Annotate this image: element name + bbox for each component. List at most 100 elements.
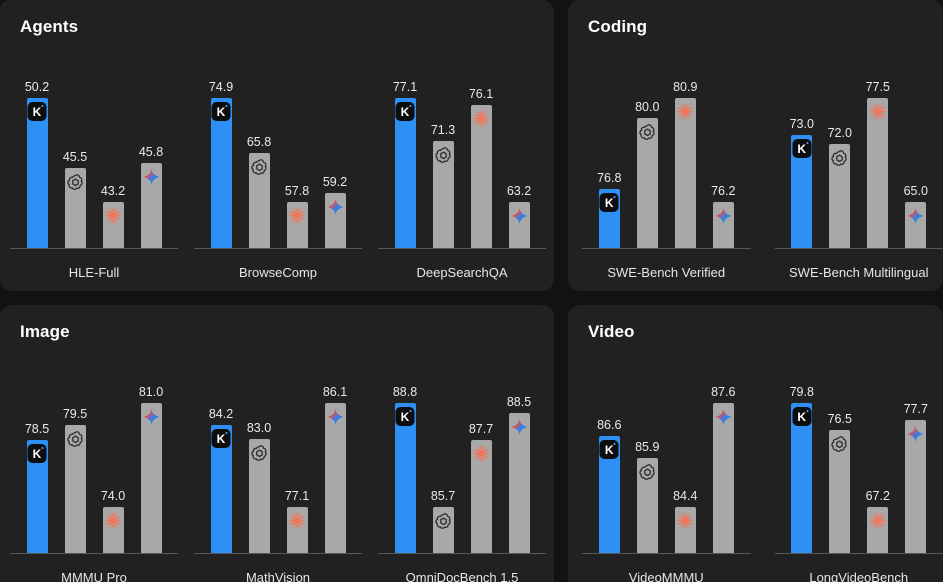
bar-claude[interactable] bbox=[102, 202, 124, 248]
bar-item[interactable]: 77.1 bbox=[285, 489, 309, 553]
bar-openai[interactable] bbox=[64, 168, 86, 248]
bar-claude[interactable] bbox=[867, 507, 889, 553]
bar-value-label: 45.5 bbox=[62, 149, 88, 164]
bar-openai[interactable] bbox=[248, 153, 270, 248]
benchmark-group-list: 76.8 K 80.0 80.9 76.2 SWE-Bench Verified 73.0 K… bbox=[568, 48, 943, 279]
bar-item[interactable]: 87.7 bbox=[469, 422, 493, 553]
benchmark-group: 86.6 K 85.9 84.4 87.6 VideoMMMU bbox=[582, 353, 751, 582]
bar-item[interactable]: 85.7 bbox=[431, 489, 455, 553]
bar-item[interactable]: 74.0 bbox=[101, 489, 125, 553]
bar-item[interactable]: 76.2 bbox=[711, 184, 735, 248]
bar-openai[interactable] bbox=[636, 118, 658, 248]
bar-item[interactable]: 79.8 K bbox=[790, 385, 814, 553]
openai-icon bbox=[638, 462, 657, 481]
bar-value-label: 84.4 bbox=[673, 488, 698, 503]
benchmark-group: 79.8 K 76.5 67.2 77.7 LongVideoBench bbox=[774, 353, 943, 582]
bar-kimi[interactable]: K bbox=[394, 98, 416, 248]
bar-kimi[interactable]: K bbox=[210, 98, 232, 248]
bar-item[interactable]: 71.3 bbox=[431, 123, 455, 248]
bar-claude[interactable] bbox=[674, 98, 696, 248]
bar-item[interactable]: 76.8 K bbox=[597, 171, 621, 248]
benchmark-group: 73.0 K 72.0 77.5 65.0 SWE-Bench Multilingual bbox=[774, 48, 943, 279]
bar-item[interactable]: 80.0 bbox=[635, 100, 659, 248]
bar-item[interactable]: 72.0 bbox=[828, 126, 852, 248]
bar-item[interactable]: 85.9 bbox=[635, 440, 659, 553]
openai-icon bbox=[830, 434, 849, 453]
bar-kimi[interactable]: K bbox=[791, 135, 813, 248]
bar-openai[interactable] bbox=[248, 439, 270, 553]
bar-openai[interactable] bbox=[829, 430, 851, 553]
bar-item[interactable]: 87.6 bbox=[711, 385, 735, 553]
bar-gemini[interactable] bbox=[324, 403, 346, 553]
bar-item[interactable]: 77.7 bbox=[904, 402, 928, 553]
benchmark-group: 78.5 K 79.5 74.0 81.0 MMMU Pro bbox=[10, 353, 178, 582]
bar-item[interactable]: 86.6 K bbox=[597, 418, 621, 553]
bar-gemini[interactable] bbox=[508, 413, 530, 553]
bar-item[interactable]: 77.1 K bbox=[393, 80, 417, 248]
bar-item[interactable]: 83.0 bbox=[247, 421, 271, 553]
bar-gemini[interactable] bbox=[905, 420, 927, 553]
bar-item[interactable]: 76.1 bbox=[469, 87, 493, 248]
bar-gemini[interactable] bbox=[712, 403, 734, 553]
bar-item[interactable]: 88.8 K bbox=[393, 385, 417, 553]
bar-item[interactable]: 84.2 K bbox=[209, 407, 233, 553]
bar-gemini[interactable] bbox=[140, 403, 162, 553]
bar-kimi[interactable]: K bbox=[210, 425, 232, 553]
bar-item[interactable]: 84.4 bbox=[673, 489, 697, 553]
bar-kimi[interactable]: K bbox=[598, 436, 620, 553]
bar-item[interactable]: 78.5 K bbox=[25, 422, 49, 553]
bar-item[interactable]: 88.5 bbox=[507, 395, 531, 553]
openai-icon bbox=[66, 429, 85, 448]
bar-gemini[interactable] bbox=[712, 202, 734, 248]
bar-item[interactable]: 81.0 bbox=[139, 385, 163, 553]
claude-burst-icon bbox=[288, 511, 307, 530]
bar-openai[interactable] bbox=[829, 144, 851, 248]
benchmark-group-label: VideoMMMU bbox=[628, 570, 704, 582]
bar-item[interactable]: 57.8 bbox=[285, 184, 309, 248]
bar-openai[interactable] bbox=[636, 458, 658, 553]
bar-claude[interactable] bbox=[867, 98, 889, 248]
bar-kimi[interactable]: K bbox=[26, 98, 48, 248]
bar-claude[interactable] bbox=[286, 507, 308, 553]
bar-item[interactable]: 65.0 bbox=[904, 184, 928, 248]
bar-openai[interactable] bbox=[432, 507, 454, 553]
bar-item[interactable]: 86.1 bbox=[323, 385, 347, 553]
openai-icon bbox=[250, 443, 269, 462]
bar-kimi[interactable]: K bbox=[791, 403, 813, 553]
bar-value-label: 43.2 bbox=[100, 183, 126, 198]
bar-gemini[interactable] bbox=[508, 202, 530, 248]
bar-item[interactable]: 67.2 bbox=[866, 489, 890, 553]
bar-item[interactable]: 63.2 bbox=[507, 184, 531, 248]
bar-item[interactable]: 79.5 bbox=[63, 407, 87, 553]
bar-item[interactable]: 43.2 bbox=[101, 184, 125, 248]
bar-value-label: 73.0 bbox=[789, 116, 814, 131]
bar-kimi[interactable]: K bbox=[26, 440, 48, 553]
bar-kimi[interactable]: K bbox=[598, 189, 620, 248]
bar-claude[interactable] bbox=[470, 105, 492, 248]
bar-claude[interactable] bbox=[674, 507, 696, 553]
kimi-k-icon: K bbox=[27, 444, 47, 463]
bar-openai[interactable] bbox=[432, 141, 454, 248]
bar-claude[interactable] bbox=[102, 507, 124, 553]
bar-gemini[interactable] bbox=[905, 202, 927, 248]
bar-value-label: 77.1 bbox=[284, 488, 310, 503]
bar-item[interactable]: 45.8 bbox=[139, 145, 163, 248]
bar-gemini[interactable] bbox=[140, 163, 162, 248]
bar-item[interactable]: 65.8 bbox=[247, 135, 271, 248]
bar-item[interactable]: 59.2 bbox=[323, 175, 347, 248]
bar-item[interactable]: 45.5 bbox=[63, 150, 87, 248]
bar-item[interactable]: 76.5 bbox=[828, 412, 852, 553]
claude-burst-icon bbox=[676, 102, 695, 121]
bar-item[interactable]: 74.9 K bbox=[209, 80, 233, 248]
bar-item[interactable]: 77.5 bbox=[866, 80, 890, 248]
bar-item[interactable]: 50.2 K bbox=[25, 80, 49, 248]
bar-value-label: 83.0 bbox=[246, 420, 272, 435]
bar-claude[interactable] bbox=[286, 202, 308, 248]
bar-item[interactable]: 73.0 K bbox=[790, 117, 814, 248]
bar-openai[interactable] bbox=[64, 425, 86, 553]
bar-item[interactable]: 80.9 bbox=[673, 80, 697, 248]
bar-kimi[interactable]: K bbox=[394, 403, 416, 553]
bar-gemini[interactable] bbox=[324, 193, 346, 248]
kimi-k-icon: K bbox=[599, 193, 619, 212]
bar-claude[interactable] bbox=[470, 440, 492, 553]
